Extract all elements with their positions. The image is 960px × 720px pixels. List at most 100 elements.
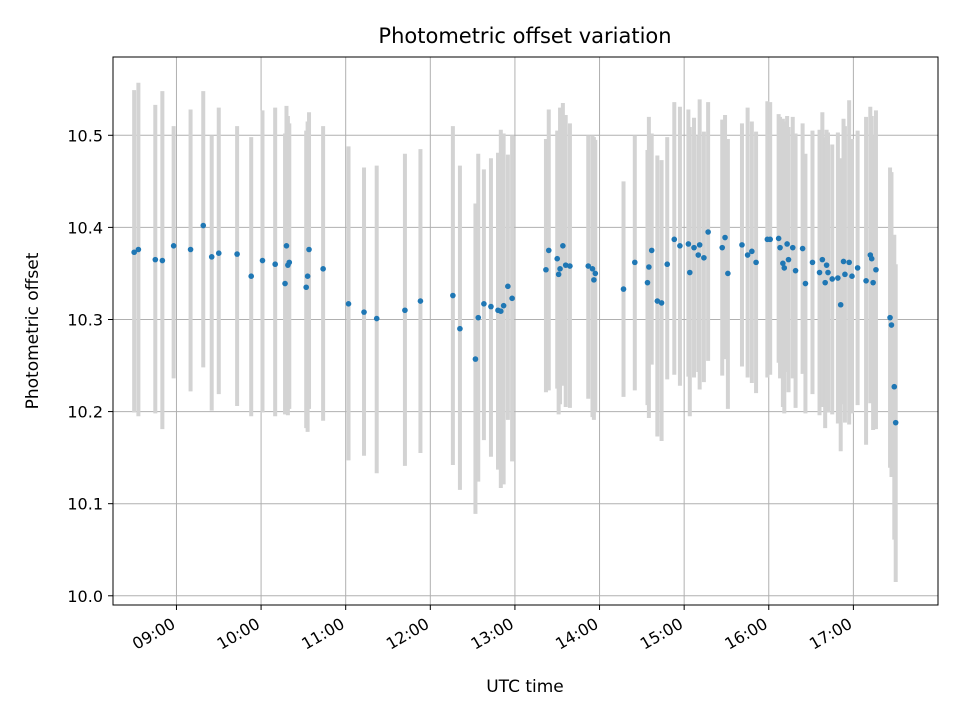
y-axis-label: Photometric offset [23,252,43,409]
data-point [234,251,240,257]
data-point [809,259,816,266]
data-point [781,265,788,271]
data-point [749,248,755,255]
data-point [799,245,806,252]
data-point [829,276,836,282]
data-point [767,236,773,243]
data-point [846,259,852,266]
data-point [822,279,828,286]
data-point [686,269,693,276]
data-point [701,254,707,261]
data-point [825,269,831,276]
data-point [562,262,569,268]
data-point [849,273,855,280]
data-point [870,279,876,286]
data-point [585,263,592,269]
y-tick-label: 10.3 [67,310,103,329]
data-point [888,322,895,328]
x-axis-label: UTC time [486,677,564,697]
data-point [259,257,266,264]
y-axis-ticks: 10.0 10.1 10.2 10.3 10.4 10.5 [67,126,113,606]
data-point [725,270,731,277]
chart-title: Photometric offset variation [378,24,671,48]
data-point [545,247,552,254]
data-point [472,356,479,362]
data-point [780,260,786,267]
data-point [784,241,790,247]
data-point [488,303,494,310]
data-point [557,266,563,272]
y-tick-label: 10.1 [67,495,103,514]
data-point [802,280,809,287]
data-point [500,302,507,309]
data-point [320,266,326,272]
data-point [719,244,726,251]
data-point [560,243,566,249]
data-point [887,314,893,321]
data-point [498,308,504,314]
data-point [705,229,711,235]
data-point [696,242,703,248]
data-point [282,280,288,287]
data-point [658,300,665,306]
data-point [892,419,899,426]
data-point [775,235,782,242]
data-point [304,273,311,280]
data-point [854,265,861,271]
data-point [722,234,728,241]
data-point [654,298,661,304]
plot-frame [112,56,939,606]
data-point [373,315,380,322]
data-point [159,257,166,264]
data-point [402,307,408,314]
data-point [685,241,692,247]
data-point [835,275,841,281]
data-point [777,244,783,251]
data-point [152,256,159,263]
data-point [361,309,367,315]
data-point [819,256,826,263]
data-point [543,266,549,273]
data-point [457,325,463,332]
data-point [837,301,844,308]
data-point [303,284,310,291]
data-point [589,266,596,272]
data-point [753,259,759,266]
data-point [215,250,222,256]
y-tick-label: 10.5 [67,126,103,145]
data-point [842,271,848,278]
data-point [691,244,697,251]
y-tick-label: 10.4 [67,218,103,237]
data-point [170,243,177,249]
data-point [644,279,651,286]
data-point [187,246,194,253]
data-point [283,243,290,249]
data-point [873,266,879,273]
data-point [450,292,456,299]
y-tick-label: 10.0 [67,587,103,606]
data-point [677,243,683,249]
data-point [286,259,293,266]
data-point [555,271,562,278]
data-point [200,222,207,229]
data-point [248,273,255,280]
data-point [631,259,638,266]
y-tick-label: 10.2 [67,403,103,422]
data-point [785,256,792,263]
data-point [816,269,823,276]
data-point [131,249,137,256]
data-point [554,255,561,262]
data-point [591,277,597,283]
data-point [744,252,751,258]
data-point [863,278,869,284]
data-point [891,383,898,390]
data-point [481,301,487,307]
data-point [671,236,678,243]
data-point [868,255,875,262]
data-point [646,264,652,270]
data-point [592,270,599,277]
data-point [789,244,796,251]
data-point [208,254,215,260]
data-point [475,314,482,321]
data-point [272,261,278,268]
